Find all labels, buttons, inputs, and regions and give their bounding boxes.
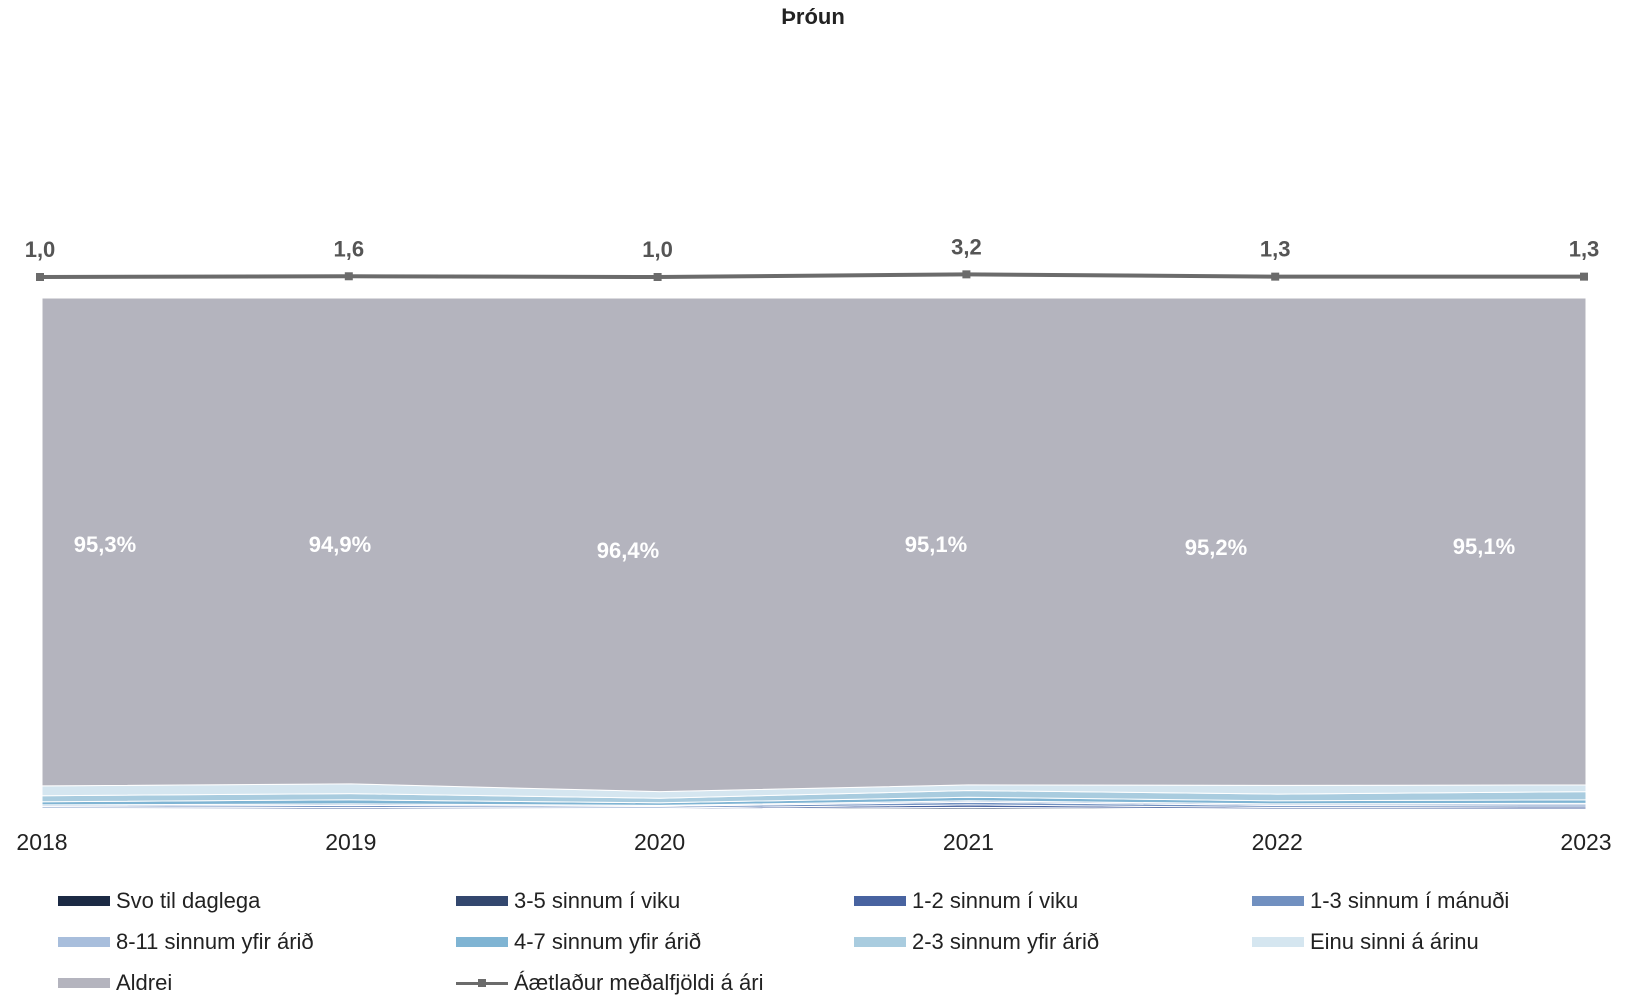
x-axis-ticks: 2018 2019 2020 2021 2022 2023 [16,829,1611,855]
legend-label: Áætlaður meðalfjöldi á ári [514,970,764,995]
legend-swatch [1252,896,1304,906]
legend-label: Einu sinni á árinu [1310,929,1479,954]
average-line-label: 1,3 [1569,237,1600,262]
aldrei-data-label: 95,1% [1453,534,1515,559]
legend-label: 1-2 sinnum í viku [912,888,1079,913]
legend-swatch [456,937,508,947]
average-line-path [39,272,1584,280]
average-line-label: 1,6 [334,236,365,261]
legend-label: 3-5 sinnum í viku [514,888,681,913]
chart-plot: 95,3% 94,9% 96,4% 95,1% 95,2% 95,1% 1,0 1,6 1,0… [16,234,1611,855]
average-line-marker [344,272,353,281]
x-tick-label: 2022 [1252,829,1303,855]
average-line-label: 1,0 [25,237,56,262]
legend-label: 1-3 sinnum í mánuði [1310,888,1510,913]
x-tick-label: 2023 [1560,829,1611,855]
area-data-labels: 95,3% 94,9% 96,4% 95,1% 95,2% 95,1% [74,532,1515,563]
legend-line-swatch [456,978,508,988]
legend-item: 1-3 sinnum í mánuði [1252,888,1509,914]
legend-label: 4-7 sinnum yfir árið [514,929,702,954]
aldrei-data-label: 95,1% [905,532,967,557]
legend-item: Einu sinni á árinu [1252,929,1479,955]
legend-item: Áætlaður meðalfjöldi á ári [456,970,763,996]
legend-swatch [58,978,110,988]
legend-swatch [854,896,906,906]
average-line: 1,0 1,6 1,0 3,2 1,3 1,3 [25,234,1600,281]
legend-item: 4-7 sinnum yfir árið [456,929,701,955]
legend-label: Aldrei [116,970,173,995]
average-line-marker [1580,272,1588,281]
legend-label: 2-3 sinnum yfir árið [912,929,1100,954]
aldrei-data-label: 96,4% [597,538,659,563]
legend-label: Svo til daglega [116,888,261,913]
average-line-label: 1,3 [1260,237,1291,262]
average-line-marker [653,273,662,281]
legend-swatch [854,937,906,947]
legend-swatch [1252,937,1304,947]
legend-item: 1-2 sinnum í viku [854,888,1078,914]
legend-item: 3-5 sinnum í viku [456,888,680,914]
area-aldrei [41,297,1587,793]
legend-swatch [58,896,110,906]
average-line-marker [36,273,44,281]
stacked-areas [41,297,1587,811]
legend-label: 8-11 sinnum yfir árið [116,929,314,954]
x-tick-label: 2018 [16,829,67,855]
chart-title: Þróun [781,4,845,29]
aldrei-data-label: 95,2% [1185,535,1247,560]
legend-swatch [456,896,508,906]
x-tick-label: 2020 [634,829,685,855]
average-line-label: 3,2 [951,234,982,259]
x-tick-label: 2021 [943,829,994,855]
aldrei-data-label: 94,9% [309,532,371,557]
aldrei-data-label: 95,3% [74,532,136,557]
average-line-label: 1,0 [642,237,673,262]
legend-swatch [58,937,110,947]
legend-item: Svo til daglega [58,888,260,914]
average-line-marker [962,270,971,279]
legend-item: Aldrei [58,970,172,996]
average-line-marker [1271,272,1280,281]
legend-item: 8-11 sinnum yfir árið [58,929,314,955]
legend-item: 2-3 sinnum yfir árið [854,929,1099,955]
x-tick-label: 2019 [325,829,376,855]
